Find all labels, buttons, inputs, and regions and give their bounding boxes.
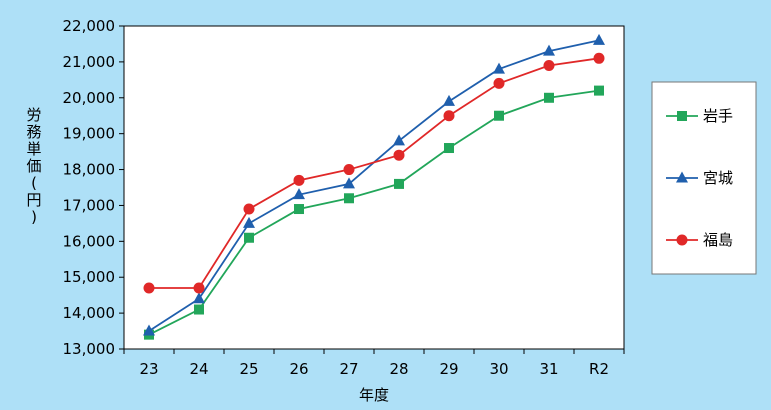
data-point xyxy=(243,216,255,228)
data-point xyxy=(293,188,305,200)
data-point xyxy=(343,164,355,176)
x-tick-label: 31 xyxy=(539,360,558,378)
legend-item: 宮城 xyxy=(666,169,733,187)
x-tick-label: 24 xyxy=(189,360,208,378)
data-point xyxy=(543,44,555,56)
data-point xyxy=(443,110,455,122)
y-tick-label: 16,000 xyxy=(63,232,116,250)
data-point xyxy=(294,204,304,215)
data-point xyxy=(593,52,605,64)
data-point xyxy=(493,62,505,74)
data-point xyxy=(243,203,255,215)
data-point xyxy=(143,282,155,294)
y-tick-label: 17,000 xyxy=(63,196,116,214)
legend-item: 福島 xyxy=(666,231,733,249)
data-point xyxy=(194,304,204,315)
data-point xyxy=(244,232,254,243)
legend-marker xyxy=(677,111,687,121)
data-point xyxy=(344,193,354,204)
x-tick-label: 25 xyxy=(239,360,258,378)
x-tick-label: 28 xyxy=(389,360,408,378)
legend-marker xyxy=(676,171,688,183)
data-point xyxy=(443,94,455,106)
data-point xyxy=(293,174,305,186)
legend-marker xyxy=(676,234,688,246)
series-line xyxy=(148,89,600,336)
data-point xyxy=(394,178,404,189)
x-tick-label: 26 xyxy=(289,360,308,378)
y-tick-label: 15,000 xyxy=(63,268,116,286)
data-point xyxy=(543,59,555,71)
x-tick-label: 30 xyxy=(489,360,508,378)
x-axis-title: 年度 xyxy=(359,386,389,404)
y-axis-title: 労務単価(円) xyxy=(26,106,41,226)
data-point xyxy=(393,134,405,146)
data-point xyxy=(444,143,454,154)
data-point xyxy=(393,149,405,161)
x-tick-label: 23 xyxy=(139,360,158,378)
data-point xyxy=(594,85,604,96)
y-tick-label: 13,000 xyxy=(63,340,116,358)
y-tick-label: 20,000 xyxy=(63,89,116,107)
series-line xyxy=(149,57,600,289)
data-point xyxy=(143,324,155,336)
legend-label: 岩手 xyxy=(703,107,733,125)
data-point xyxy=(494,110,504,121)
data-point xyxy=(544,92,554,103)
y-tick-label: 22,000 xyxy=(63,17,116,35)
data-point xyxy=(343,177,355,189)
data-point xyxy=(493,77,505,89)
y-tick-label: 19,000 xyxy=(63,125,116,143)
legend-label: 宮城 xyxy=(703,169,733,187)
data-point xyxy=(193,292,205,304)
data-point xyxy=(193,282,205,294)
legend-item: 岩手 xyxy=(666,107,733,125)
plot-area xyxy=(123,25,625,350)
x-axis-ticks: 23 24 25 26 27 28 29 30 31 R2 xyxy=(123,349,625,378)
x-tick-label: 27 xyxy=(339,360,358,378)
legend-label: 福島 xyxy=(703,231,733,249)
y-axis-ticks: 13,000 14,000 15,000 16,000 17,000 18,000 19,0… xyxy=(63,17,124,358)
x-tick-label: R2 xyxy=(589,360,609,378)
y-tick-label: 21,000 xyxy=(63,53,116,71)
data-point xyxy=(593,33,605,45)
y-tick-label: 18,000 xyxy=(63,161,116,179)
series-3 xyxy=(143,52,605,294)
series-layer xyxy=(143,33,605,340)
y-tick-label: 14,000 xyxy=(63,304,116,322)
series-1 xyxy=(144,85,604,340)
x-tick-label: 29 xyxy=(439,360,458,378)
